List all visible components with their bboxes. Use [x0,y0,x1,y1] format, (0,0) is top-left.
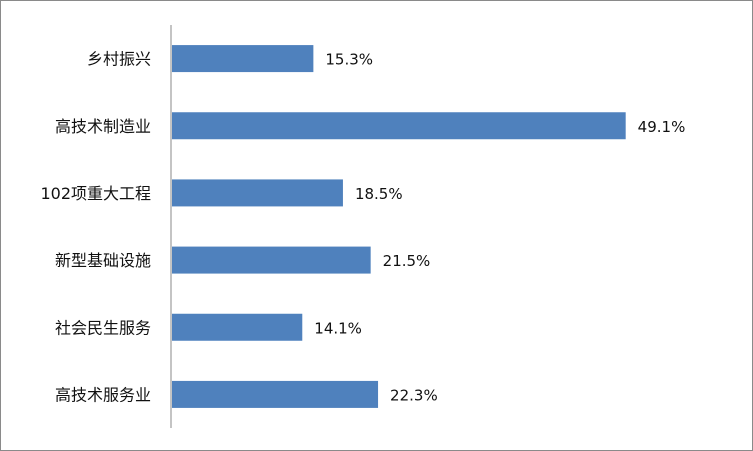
bar-4 [172,246,371,274]
value-label-1: 15.3% [325,51,373,69]
bar-3 [172,179,343,207]
category-label-6: 高技术服务业 [55,385,151,404]
bar-5 [172,313,303,341]
category-label-3: 102项重大工程 [40,184,151,203]
category-label-5: 社会民生服务 [55,318,151,337]
value-label-2: 49.1% [638,118,686,136]
category-label-1: 乡村振兴 [87,50,151,69]
value-label-5: 14.1% [314,319,362,337]
bar-6 [172,380,379,408]
value-labels: 15.3% 49.1% 18.5% 21.5% 14.1% 22.3% [314,51,685,405]
bars-group [172,45,626,408]
value-label-6: 22.3% [390,386,438,404]
value-label-4: 21.5% [383,252,431,270]
category-label-4: 新型基础设施 [55,251,151,270]
value-label-3: 18.5% [355,185,403,203]
bar-1 [172,45,314,73]
bar-2 [172,112,626,140]
category-label-2: 高技术制造业 [55,117,151,136]
